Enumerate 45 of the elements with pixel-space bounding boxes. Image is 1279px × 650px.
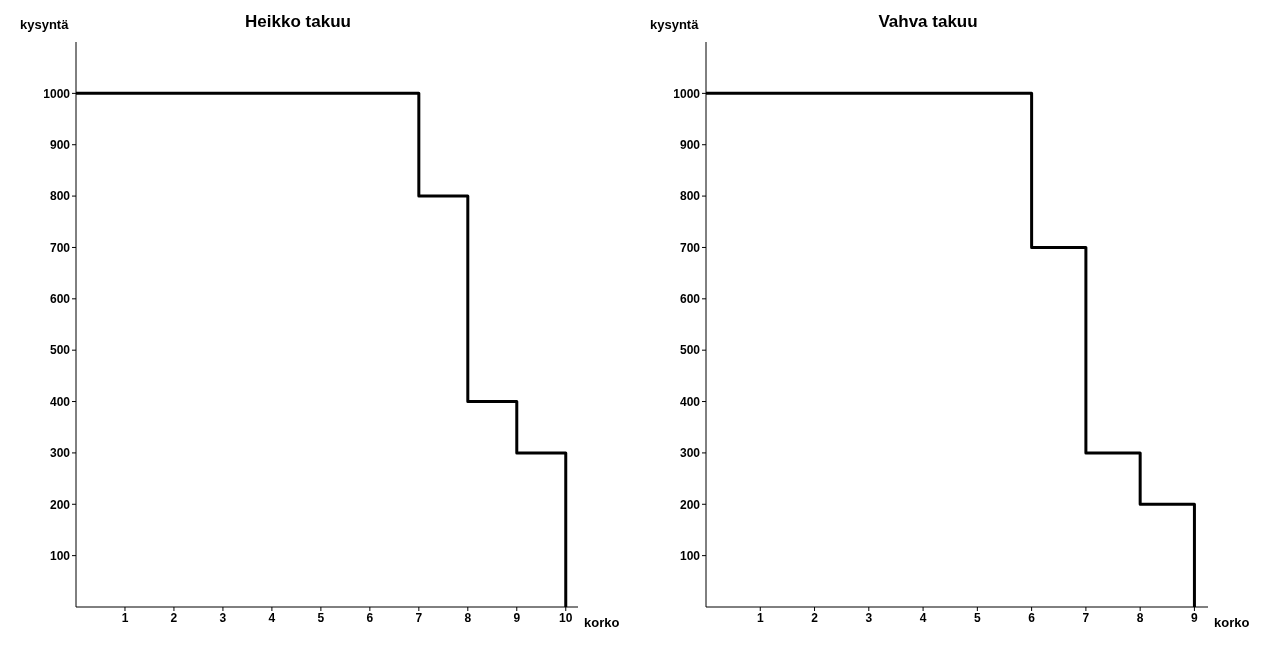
x-tick-label: 9 <box>1191 610 1199 625</box>
x-tick-label: 2 <box>811 610 819 625</box>
x-tick-label: 3 <box>865 610 873 625</box>
x-tick-label: 6 <box>1028 610 1036 625</box>
x-tick-label: 1 <box>121 610 129 625</box>
x-tick-label: 10 <box>559 610 573 625</box>
x-tick-label: 7 <box>415 610 423 625</box>
x-tick-label: 3 <box>219 610 227 625</box>
y-axis-title: kysyntä <box>20 17 70 33</box>
y-tick-label: 900 <box>49 137 71 152</box>
x-tick-label: 5 <box>974 610 982 625</box>
x-tick-label: 7 <box>1082 610 1090 625</box>
x-tick-label: 6 <box>366 610 374 625</box>
y-tick-label: 300 <box>49 446 71 461</box>
x-tick-label: 8 <box>1136 610 1144 625</box>
y-tick-label: 1000 <box>673 86 701 101</box>
y-tick-label: 400 <box>679 394 701 409</box>
y-tick-label: 600 <box>49 292 71 307</box>
chart-title: Heikko takuu <box>245 12 351 31</box>
y-tick-label: 400 <box>49 394 71 409</box>
chart-title: Vahva takuu <box>878 12 978 31</box>
x-tick-label: 8 <box>464 610 472 625</box>
y-tick-label: 100 <box>49 548 71 563</box>
x-axis-title: korko <box>584 614 620 630</box>
x-axis-title: korko <box>1214 614 1250 630</box>
y-tick-label: 500 <box>679 343 701 358</box>
y-tick-label: 700 <box>679 240 701 255</box>
y-tick-label: 800 <box>679 189 701 204</box>
x-tick-label: 4 <box>268 610 276 625</box>
y-tick-label: 700 <box>49 240 71 255</box>
y-tick-label: 600 <box>679 292 701 307</box>
x-tick-label: 9 <box>513 610 521 625</box>
x-tick-label: 4 <box>919 610 927 625</box>
x-tick-label: 1 <box>756 610 764 625</box>
y-tick-label: 100 <box>679 548 701 563</box>
y-axis-title: kysyntä <box>650 17 700 33</box>
y-tick-label: 900 <box>679 137 701 152</box>
x-tick-label: 2 <box>170 610 178 625</box>
x-tick-label: 5 <box>317 610 325 625</box>
y-tick-label: 800 <box>49 189 71 204</box>
y-tick-label: 500 <box>49 343 71 358</box>
y-tick-label: 1000 <box>43 86 71 101</box>
y-tick-label: 300 <box>679 446 701 461</box>
y-tick-label: 200 <box>49 497 71 512</box>
y-tick-label: 200 <box>679 497 701 512</box>
